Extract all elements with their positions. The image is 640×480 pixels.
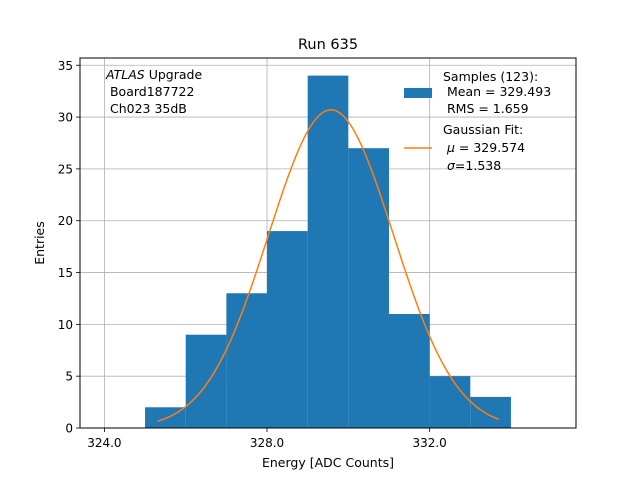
legend-mu-value: = 329.574 <box>455 140 525 155</box>
y-tick-label-3: 15 <box>58 266 73 280</box>
y-tick-label-6: 30 <box>58 111 73 125</box>
histogram-bar-0 <box>145 407 186 428</box>
x-axis-ticks: 324.0 328.0 332.0 <box>87 428 447 450</box>
legend-fit-mu: μ = 329.574 <box>443 140 525 155</box>
histogram-bar-4 <box>307 75 349 428</box>
gaussian-fit <box>157 109 500 423</box>
annotation-channel: Ch023 35dB <box>106 101 187 116</box>
histogram-bar-1 <box>185 334 227 428</box>
legend-samples-rms: RMS = 1.659 <box>443 101 529 116</box>
legend: Samples (123): Mean = 329.493 RMS = 1.65… <box>404 69 551 173</box>
legend-mu-symbol: μ <box>446 140 455 155</box>
y-tick-label-4: 20 <box>58 214 73 228</box>
x-axis-label: Energy [ADC Counts] <box>262 455 394 470</box>
legend-sigma-symbol: σ <box>447 158 456 173</box>
histogram-bar-3 <box>267 231 308 428</box>
legend-sigma-value: =1.538 <box>455 158 501 173</box>
histogram-bar-8 <box>470 396 511 428</box>
histogram-bar-7 <box>429 376 471 428</box>
atlas-annotation: ATLAS Upgrade Board187722 Ch023 35dB <box>105 67 202 116</box>
plot-frame <box>79 57 577 429</box>
histogram-bar-2 <box>226 293 268 428</box>
y-tick-label-1: 5 <box>65 370 73 384</box>
legend-fit-title: Gaussian Fit: <box>443 122 523 137</box>
x-tick-label-1: 328.0 <box>250 436 284 450</box>
legend-samples-mean: Mean = 329.493 <box>443 84 551 99</box>
y-tick-label-0: 0 <box>65 422 73 436</box>
legend-samples-swatch <box>404 88 432 98</box>
x-tick-label-2: 332.0 <box>412 436 446 450</box>
x-tick-label-0: 324.0 <box>87 436 121 450</box>
chart-title: Run 635 <box>298 37 358 53</box>
annotation-atlas: ATLAS <box>105 67 145 82</box>
y-tick-label-5: 25 <box>58 162 73 176</box>
gaussian-fit-curve <box>157 109 500 423</box>
annotation-upgrade: Upgrade <box>145 67 203 82</box>
legend-samples-title: Samples (123): <box>443 69 538 84</box>
y-axis-label: Entries <box>32 221 47 265</box>
y-tick-label-7: 35 <box>58 59 73 73</box>
histogram-bar-6 <box>388 313 430 428</box>
annotation-line-1: ATLAS Upgrade <box>105 67 202 82</box>
y-axis-ticks: 0 5 10 15 20 25 30 35 <box>58 59 80 436</box>
histogram-bar-5 <box>348 148 389 428</box>
y-tick-label-2: 10 <box>58 318 73 332</box>
histogram-bars <box>145 75 511 428</box>
annotation-board: Board187722 <box>106 84 194 99</box>
legend-fit-sigma: σ=1.538 <box>443 158 501 173</box>
